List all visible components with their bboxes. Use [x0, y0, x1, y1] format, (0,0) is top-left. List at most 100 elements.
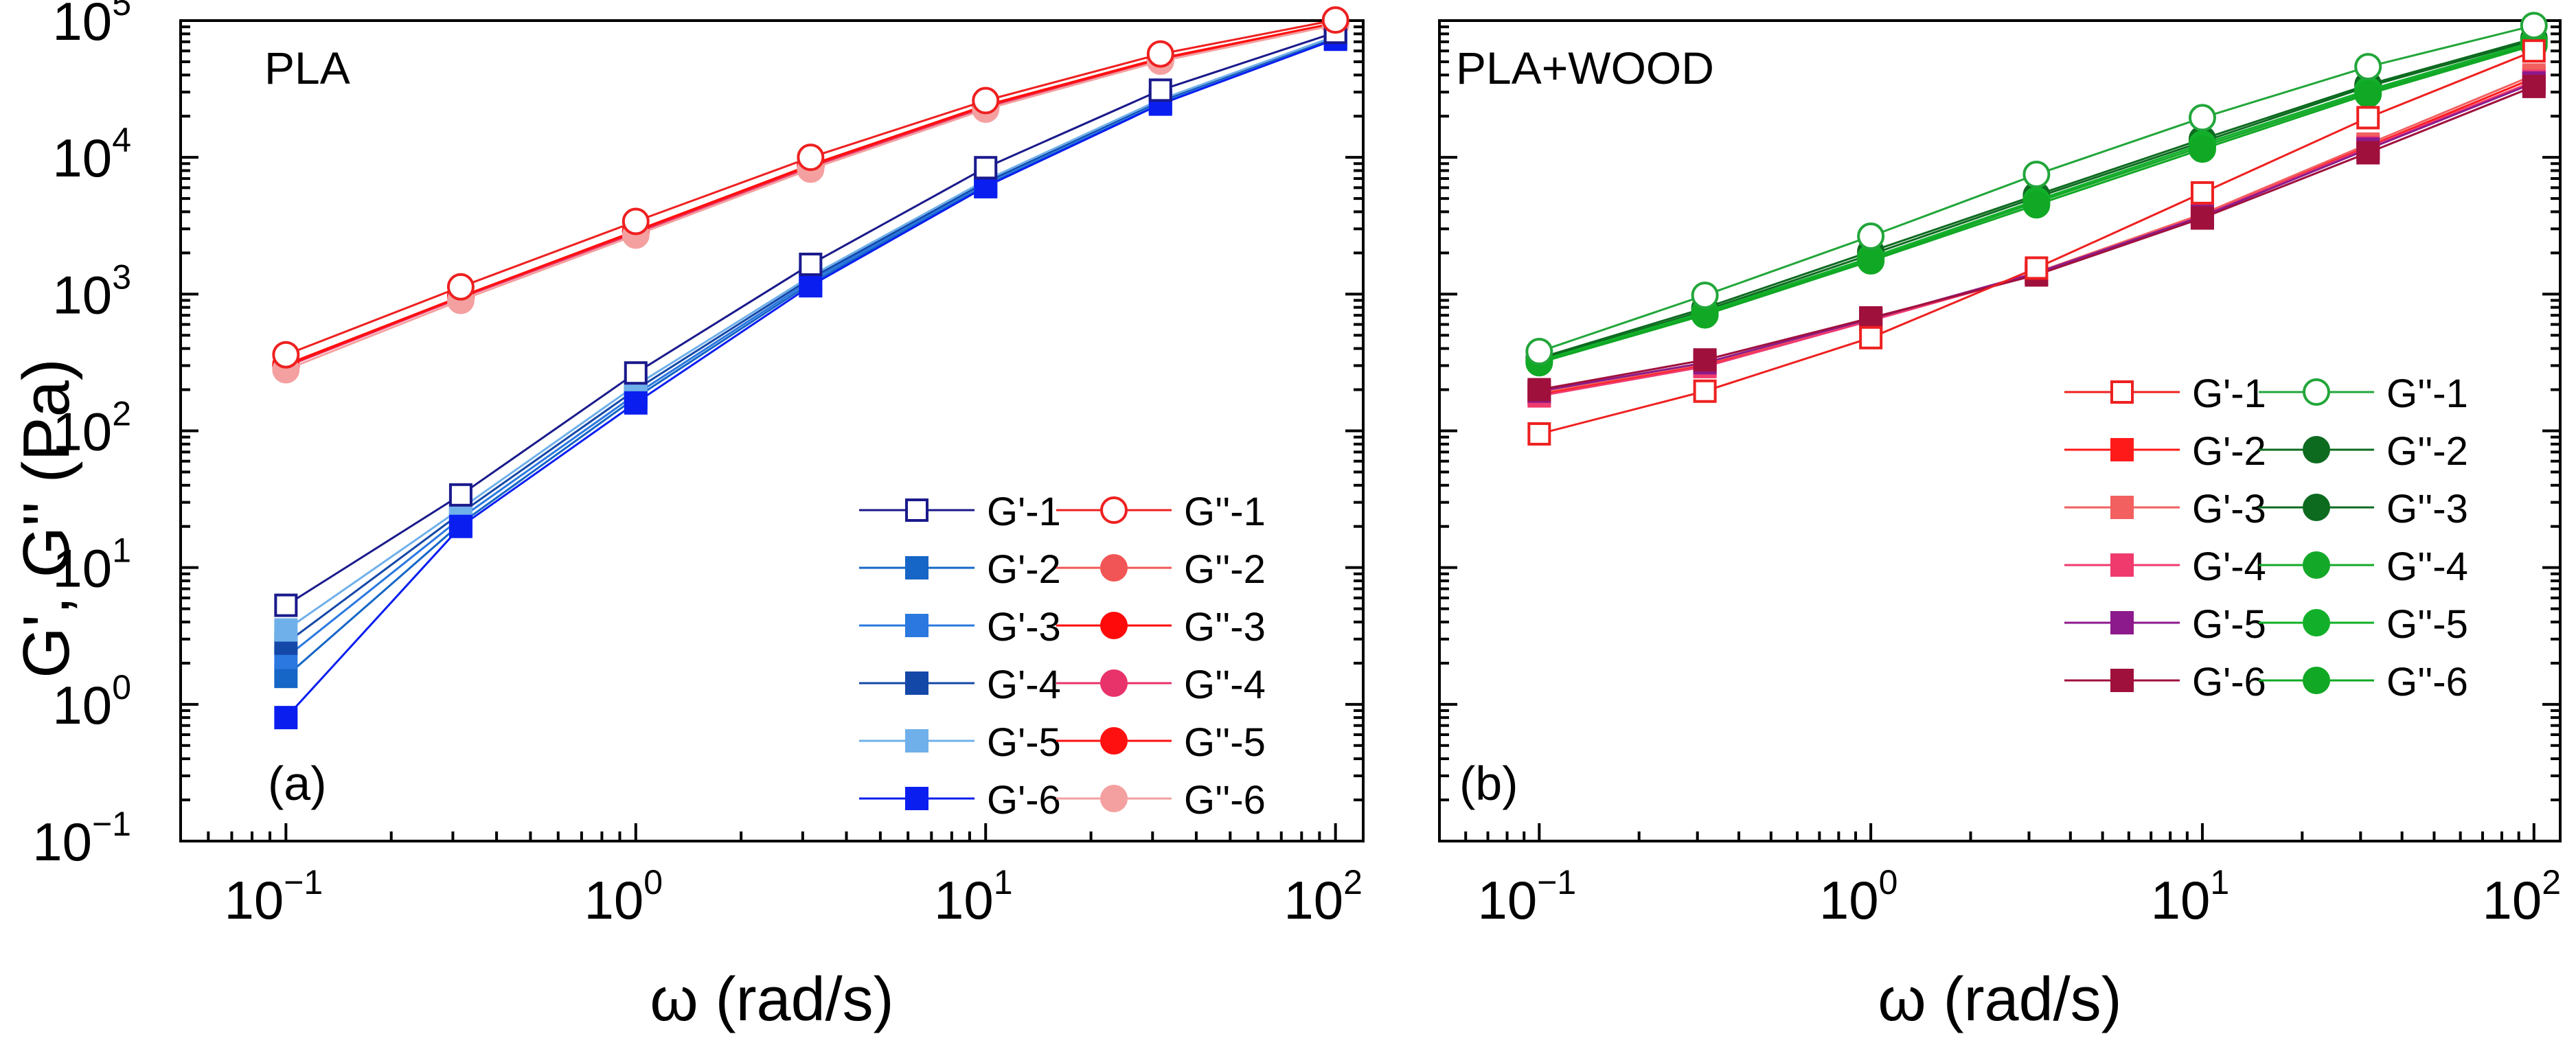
legend-label: G'-1	[987, 490, 1061, 534]
legend-item: G'-1	[859, 490, 1061, 534]
data-point	[446, 273, 475, 301]
legend-marker	[2303, 494, 2330, 521]
data-point	[624, 391, 648, 415]
x-tick-exponent: 1	[994, 863, 1013, 902]
legend-label: G'-4	[2192, 544, 2266, 589]
data-point	[2190, 206, 2214, 230]
data-point	[974, 156, 998, 180]
y-tick-label: 102	[52, 395, 131, 462]
legend-item: G'-6	[859, 778, 1061, 823]
legend-label: G'-2	[2192, 429, 2266, 474]
legend-item: G''-1	[2259, 371, 2468, 416]
data-point	[2522, 74, 2546, 98]
legend-label: G'-5	[987, 720, 1061, 765]
legend-item: G''-4	[2259, 544, 2468, 589]
x-tick-label: 101	[2151, 863, 2230, 930]
data-point	[624, 361, 648, 385]
panel-letter: (a)	[268, 757, 327, 810]
data-point	[448, 514, 472, 538]
y-tick-exponent: 1	[112, 531, 131, 570]
x-tick-label: 101	[934, 863, 1013, 930]
legend-item: G''-3	[2259, 487, 2468, 531]
x-tick-base: 10	[224, 870, 284, 930]
panel-title: PLA+WOOD	[1456, 43, 1714, 93]
x-tick-exponent: −1	[284, 863, 323, 902]
legend-label: G''-6	[1184, 778, 1266, 823]
data-point	[797, 143, 825, 172]
legend: G'-1 G'-2 G'-3 G'-4 G'-5 G'-6 G''-1 G''-2 G''-3 G…	[859, 490, 1266, 823]
legend-marker	[2110, 669, 2134, 692]
legend-label: G''-1	[1184, 490, 1266, 534]
y-tick-label: 100	[52, 668, 131, 735]
y-tick-exponent: 5	[112, 0, 131, 23]
x-tick-exponent: 0	[643, 863, 663, 902]
y-axis-title: G', G'' (Pa)	[10, 358, 83, 678]
x-tick-base: 10	[1284, 870, 1343, 930]
series-gdd-1	[272, 6, 1349, 369]
data-point	[274, 665, 298, 689]
data-point	[2354, 53, 2382, 81]
data-point	[1857, 246, 1885, 275]
legend-item: G''-1	[1056, 490, 1266, 534]
data-point	[1691, 282, 1719, 310]
x-tick-exponent: 0	[1879, 863, 1898, 902]
data-point	[2022, 161, 2051, 189]
data-point	[1693, 348, 1717, 372]
data-point	[622, 207, 650, 236]
x-tick-label: 10−1	[224, 863, 323, 930]
data-point	[274, 593, 298, 617]
legend-marker	[2110, 553, 2134, 577]
legend-label: G''-6	[2386, 660, 2468, 704]
y-tick-base: 10	[52, 0, 112, 51]
y-tick-label: 105	[52, 0, 131, 51]
y-tick-base: 10	[52, 675, 112, 735]
y-tick-label: 101	[52, 531, 131, 599]
legend-label: G''-4	[1184, 663, 1266, 707]
legend-item: G'-2	[859, 547, 1061, 592]
legend-label: G''-5	[1184, 720, 1266, 765]
legend-item: G''-3	[1056, 605, 1266, 650]
data-point	[2520, 12, 2548, 40]
x-tick-exponent: −1	[1537, 863, 1576, 902]
legend-marker	[1100, 554, 1128, 582]
legend-item: G''-5	[1056, 720, 1266, 765]
y-tick-base: 10	[52, 402, 112, 462]
data-point	[1525, 338, 1553, 366]
y-tick-exponent: 3	[112, 257, 131, 296]
data-point	[2522, 39, 2546, 63]
x-tick-exponent: 1	[2210, 863, 2229, 902]
y-tick-exponent: 0	[112, 668, 131, 707]
series-gdd-1	[1525, 12, 2548, 366]
legend-label: G''-5	[2386, 602, 2468, 647]
legend-label: G'-2	[987, 547, 1061, 592]
legend-label: G''-2	[1184, 547, 1266, 592]
legend-marker	[2303, 667, 2330, 694]
x-tick-label: 100	[1819, 863, 1898, 930]
x-axis-title: ω (rad/s)	[650, 965, 893, 1034]
x-tick-base: 10	[2482, 870, 2542, 930]
legend-marker	[2110, 438, 2134, 461]
legend-item: G''-2	[1056, 547, 1266, 592]
legend-label: G'-4	[987, 663, 1061, 707]
data-point	[972, 87, 1000, 115]
legend-item: G'-3	[859, 605, 1061, 650]
data-point	[2025, 256, 2049, 280]
legend-item: G'-3	[2064, 487, 2266, 531]
data-point	[1857, 222, 1885, 251]
legend-label: G''-2	[2386, 429, 2468, 474]
y-tick-label: 104	[52, 121, 131, 188]
data-point	[974, 174, 998, 198]
legend-item: G'-6	[2064, 660, 2266, 704]
panel-letter: (b)	[1459, 757, 1518, 810]
x-tick-base: 10	[1477, 870, 1537, 930]
x-tick-base: 10	[934, 870, 994, 930]
legend-marker	[1100, 496, 1128, 524]
legend-marker	[1100, 727, 1128, 755]
data-point	[1321, 6, 1349, 34]
legend-marker	[2303, 436, 2330, 463]
x-axis-title: ω (rad/s)	[1878, 965, 2121, 1034]
data-point	[2022, 191, 2051, 219]
legend: G'-1 G'-2 G'-3 G'-4 G'-5 G'-6 G''-1 G''-2 G''-3 G…	[2064, 371, 2468, 704]
